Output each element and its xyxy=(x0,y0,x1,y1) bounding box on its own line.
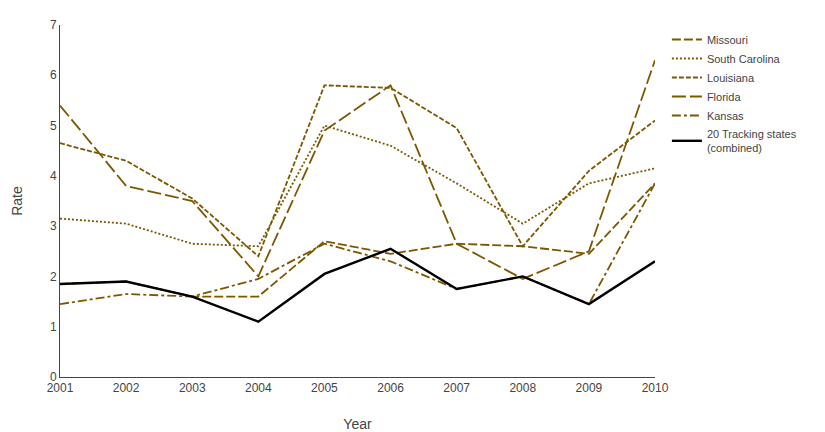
svg-text:2007: 2007 xyxy=(443,381,470,395)
svg-text:2008: 2008 xyxy=(509,381,536,395)
svg-text:Louisiana: Louisiana xyxy=(707,72,755,84)
svg-text:5: 5 xyxy=(50,119,57,133)
svg-text:South Carolina: South Carolina xyxy=(707,53,781,65)
svg-text:2: 2 xyxy=(50,270,57,284)
svg-text:0: 0 xyxy=(50,370,57,384)
svg-text:20 Tracking states(combined): 20 Tracking states(combined) xyxy=(707,128,797,154)
svg-text:2006: 2006 xyxy=(377,381,404,395)
svg-text:4: 4 xyxy=(50,169,57,183)
svg-text:1: 1 xyxy=(50,320,57,334)
svg-text:2005: 2005 xyxy=(311,381,338,395)
svg-text:Rate: Rate xyxy=(9,186,25,216)
svg-text:Missouri: Missouri xyxy=(707,34,748,46)
svg-text:Florida: Florida xyxy=(707,91,742,103)
svg-text:2003: 2003 xyxy=(179,381,206,395)
svg-text:2002: 2002 xyxy=(113,381,140,395)
svg-text:2001: 2001 xyxy=(47,381,74,395)
svg-text:2009: 2009 xyxy=(576,381,603,395)
svg-text:2004: 2004 xyxy=(245,381,272,395)
svg-text:7: 7 xyxy=(50,18,57,32)
svg-text:6: 6 xyxy=(50,68,57,82)
svg-text:Year: Year xyxy=(343,416,372,432)
svg-text:Kansas: Kansas xyxy=(707,110,744,122)
svg-text:2010: 2010 xyxy=(642,381,669,395)
svg-text:3: 3 xyxy=(50,219,57,233)
